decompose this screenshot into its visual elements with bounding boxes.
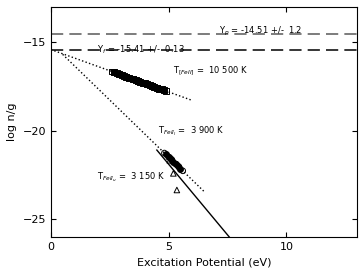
Point [111,70,117,75]
Point [126,75,131,80]
Point [130,77,136,81]
Text: Y$_p$ = -14.51 +/-  1.2: Y$_p$ = -14.51 +/- 1.2 [219,24,302,38]
Point [163,89,169,93]
Point [180,169,186,173]
Point [176,165,182,170]
Point [161,88,167,92]
Point [135,79,141,83]
Point [163,152,169,156]
Point [154,85,160,90]
Point [159,87,165,92]
Point [162,151,167,155]
Point [145,82,150,87]
Point [175,164,181,169]
Point [173,162,179,166]
Point [252,265,257,270]
Point [109,69,115,74]
Point [159,87,165,92]
Point [174,188,180,192]
Point [130,77,136,81]
Point [138,79,143,84]
Point [167,158,173,162]
Text: T$_{[Fe II]}$ =  10 500 K: T$_{[Fe II]}$ = 10 500 K [173,65,248,78]
Point [121,74,127,78]
Point [156,86,162,91]
Point [147,83,153,87]
Point [119,73,124,77]
X-axis label: Excitation Potential (eV): Excitation Potential (eV) [137,257,271,267]
Point [149,84,155,88]
Point [151,85,157,89]
Point [135,79,141,83]
Text: T$_{Fe II_l}$ =  3 900 K: T$_{Fe II_l}$ = 3 900 K [158,124,225,138]
Point [133,78,139,82]
Point [142,81,148,86]
Point [145,82,150,87]
Point [173,162,179,166]
Point [170,171,176,176]
Point [123,75,129,79]
Y-axis label: log n/g: log n/g [7,102,17,141]
Point [114,71,120,75]
Text: Y$_f$ = -15.41 +/-  0.13: Y$_f$ = -15.41 +/- 0.13 [97,43,185,56]
Point [149,84,155,88]
Point [154,85,160,90]
Point [116,72,122,76]
Point [140,80,146,85]
Point [169,158,175,163]
Point [178,166,183,171]
Point [170,159,176,164]
Point [123,75,129,79]
Point [166,155,171,159]
Point [166,155,171,159]
Point [140,80,146,85]
Point [168,157,174,162]
Text: T$_{Fe II_u}$ =  3 150 K: T$_{Fe II_u}$ = 3 150 K [97,170,165,184]
Point [246,249,252,254]
